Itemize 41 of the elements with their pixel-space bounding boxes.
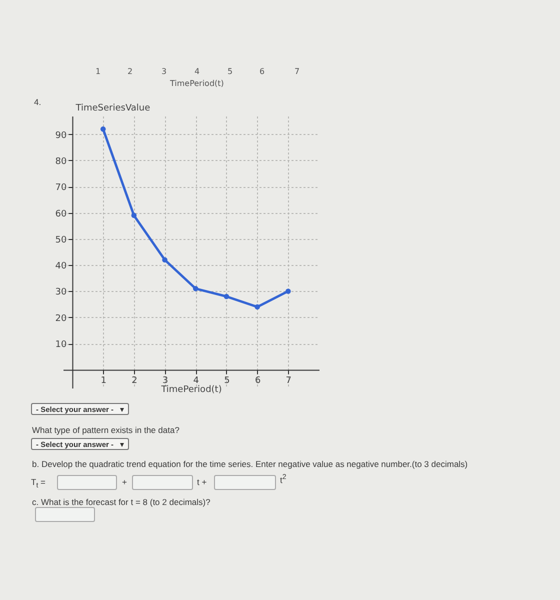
text: TimePeriod(t) bbox=[170, 79, 224, 88]
text: t$^{2}$ bbox=[280, 473, 286, 485]
y-tick-label: 70 bbox=[55, 183, 68, 194]
x-tick-label: 2 bbox=[132, 376, 138, 386]
text: b. Develop the quadratic trend equation for the time series. Enter negative value as negative number.(to 3 decimals) bbox=[32, 459, 468, 469]
text: 7 bbox=[294, 67, 300, 76]
x-tick-label: 1 bbox=[100, 376, 106, 386]
text: What type of pattern exists in the data? bbox=[32, 425, 180, 435]
y-tick-label: 60 bbox=[55, 209, 68, 220]
point bbox=[100, 126, 106, 132]
y-tick-label: 20 bbox=[55, 314, 68, 324]
text: t + bbox=[197, 477, 207, 487]
point bbox=[286, 288, 291, 294]
text: 2 bbox=[128, 67, 133, 76]
text: 5 bbox=[228, 67, 233, 76]
x-tick-label: 4 bbox=[193, 376, 200, 386]
point bbox=[224, 294, 230, 300]
y-tick-label: 50 bbox=[55, 235, 68, 246]
point bbox=[192, 286, 198, 292]
y-tick-label: 30 bbox=[55, 288, 68, 298]
point bbox=[254, 304, 260, 310]
y-axis-title: TimeSeriesValue bbox=[74, 104, 151, 114]
text: 4 bbox=[194, 67, 200, 76]
y-tick-label: 10 bbox=[55, 340, 68, 350]
text: + bbox=[122, 477, 127, 487]
text: 6 bbox=[260, 67, 265, 76]
y-tick-label: 80 bbox=[55, 156, 68, 167]
x-tick-label: 5 bbox=[224, 376, 230, 386]
y-tick-label: 40 bbox=[55, 262, 68, 272]
text: 1 bbox=[96, 67, 101, 76]
text: 4. bbox=[34, 97, 42, 107]
text: 3 bbox=[162, 67, 167, 76]
x-tick-label: 6 bbox=[254, 376, 261, 386]
x-axis-title: TimePeriod(t) bbox=[160, 385, 222, 396]
y-tick-label: 90 bbox=[55, 130, 68, 141]
x-tick-label: 7 bbox=[286, 376, 292, 386]
point bbox=[162, 257, 168, 262]
x-tick-label: 3 bbox=[162, 376, 168, 386]
text: c. What is the forecast for t = 8 (to 2 decimals)? bbox=[32, 497, 210, 507]
text: T$_{t}$ = bbox=[31, 477, 46, 490]
point bbox=[131, 212, 137, 218]
